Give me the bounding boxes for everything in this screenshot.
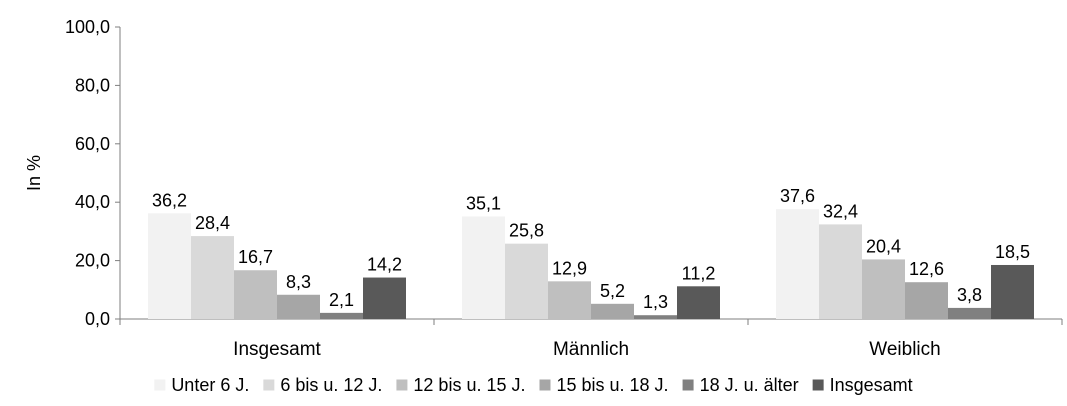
bar-value-label: 5,2 [600, 281, 625, 301]
y-tick-label: 20,0 [75, 251, 110, 271]
legend-swatch [682, 379, 694, 391]
y-tick-label: 60,0 [75, 134, 110, 154]
bar [591, 303, 634, 319]
legend: Unter 6 J. 6 bis u. 12 J. 12 bis u. 15 J. 1… [154, 375, 913, 395]
bar-value-label: 18,5 [995, 242, 1030, 262]
bar-value-label: 11,2 [682, 263, 716, 283]
bar [991, 264, 1034, 319]
bar [819, 224, 862, 319]
x-category-label: Männlich [553, 339, 629, 360]
bar-value-label: 2,1 [329, 290, 354, 310]
bar-value-label: 37,6 [780, 186, 815, 206]
bar-value-label: 28,4 [195, 213, 230, 233]
y-tick-label: 100,0 [65, 17, 110, 37]
legend-swatch [154, 379, 166, 391]
bar [320, 312, 363, 319]
axes: 0,0 20,0 40,0 60,0 80,0 100,0 In % Insgesamt Män… [24, 17, 1063, 360]
bar-value-label: 14,2 [367, 255, 402, 275]
legend-label: Insgesamt [830, 375, 913, 395]
bar [234, 270, 277, 319]
bar [905, 282, 948, 319]
bar [462, 216, 505, 319]
y-tick-label: 80,0 [75, 75, 110, 95]
bar [191, 236, 234, 319]
bar-value-label: 36,2 [152, 190, 187, 210]
bar-value-label: 20,4 [866, 236, 901, 256]
bars [148, 209, 1034, 319]
bar [505, 243, 548, 319]
bar [148, 213, 191, 319]
bar [363, 277, 406, 319]
bar [776, 209, 819, 319]
x-category-label: Weiblich [869, 339, 940, 360]
legend-label: 6 bis u. 12 J. [280, 375, 382, 395]
bar-value-label: 3,8 [957, 285, 982, 305]
legend-label: Unter 6 J. [171, 375, 249, 395]
x-category-label: Insgesamt [233, 339, 321, 360]
bar [277, 294, 320, 319]
bar-value-label: 25,8 [509, 221, 544, 241]
bar-value-label: 32,4 [823, 201, 858, 221]
y-tick-label: 40,0 [75, 192, 110, 212]
bar [948, 307, 991, 319]
bar-value-label: 12,6 [909, 259, 944, 279]
bar-value-label: 1,3 [643, 292, 668, 312]
y-tick-label: 0,0 [85, 309, 110, 329]
legend-label: 12 bis u. 15 J. [413, 375, 525, 395]
data-labels: 36,2 28,4 16,7 8,3 2,1 14,2 35,1 25,8 12,9 5,2 1,3… [152, 186, 1030, 312]
legend-swatch [812, 379, 824, 391]
y-axis-title: In % [24, 155, 44, 191]
bar [862, 259, 905, 319]
bar [677, 286, 720, 319]
legend-swatch [263, 379, 275, 391]
bar [548, 281, 591, 319]
bar-value-label: 8,3 [286, 272, 311, 292]
bar [634, 315, 677, 319]
legend-swatch [396, 379, 408, 391]
legend-label: 15 bis u. 18 J. [556, 375, 668, 395]
bar-value-label: 35,1 [466, 194, 501, 214]
legend-label: 18 J. u. älter [700, 375, 799, 395]
legend-swatch [539, 379, 551, 391]
bar-value-label: 16,7 [238, 247, 273, 267]
bar-value-label: 12,9 [552, 258, 587, 278]
